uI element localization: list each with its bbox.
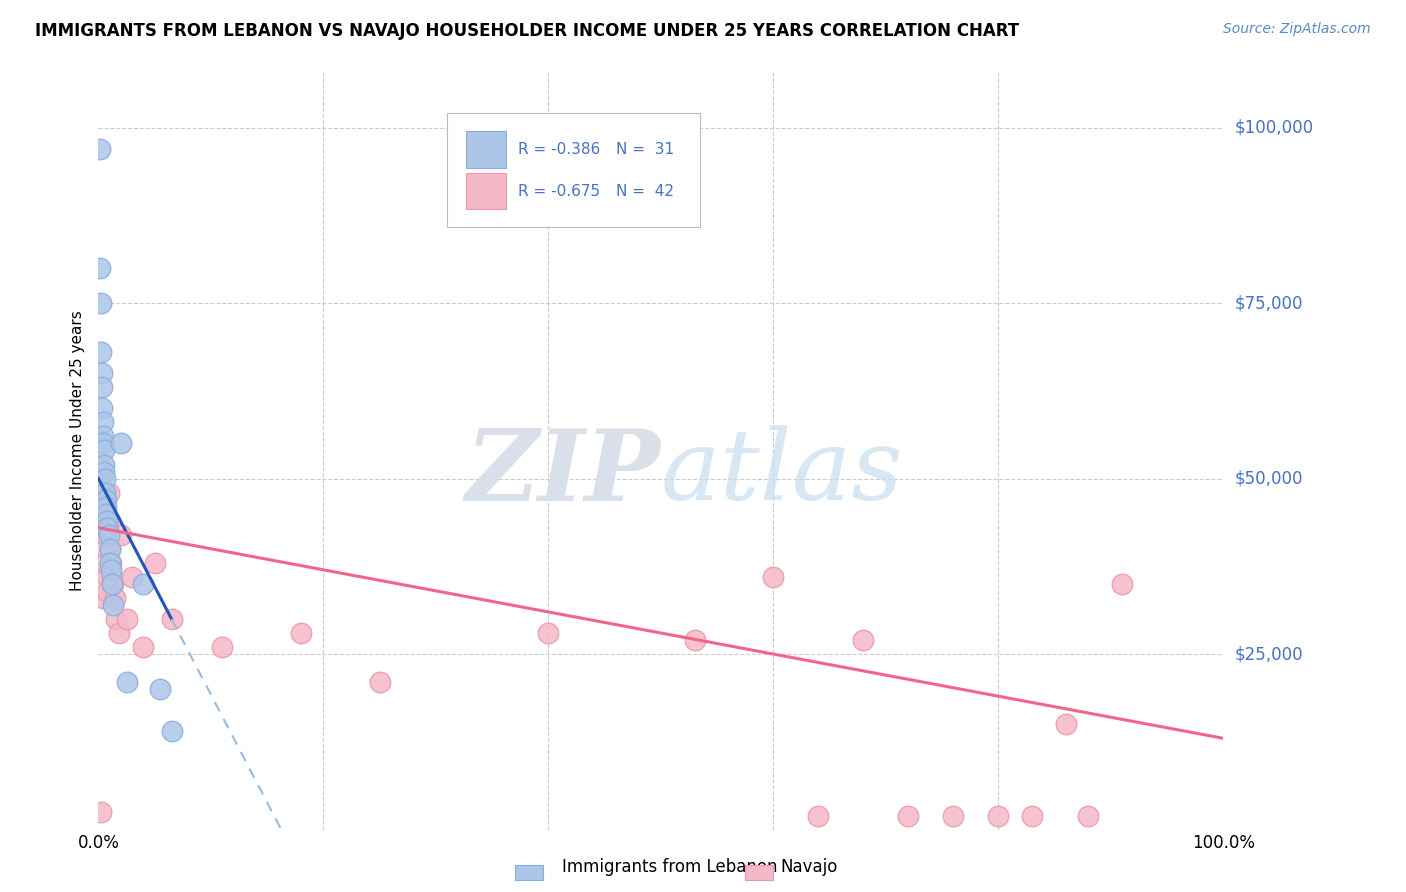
Point bbox=[149, 682, 172, 697]
Point bbox=[90, 345, 112, 359]
Point bbox=[101, 598, 124, 612]
Point bbox=[101, 577, 124, 591]
Point bbox=[100, 563, 122, 577]
Point bbox=[101, 570, 124, 584]
Point bbox=[94, 527, 117, 541]
Point bbox=[96, 556, 118, 570]
Point bbox=[807, 808, 830, 822]
Text: $100,000: $100,000 bbox=[1234, 119, 1313, 136]
Point bbox=[143, 556, 166, 570]
Point bbox=[1111, 577, 1133, 591]
Text: $50,000: $50,000 bbox=[1234, 469, 1303, 488]
Text: N =  31: N = 31 bbox=[616, 142, 673, 157]
Point bbox=[90, 366, 112, 380]
Point bbox=[98, 514, 121, 528]
Point bbox=[91, 591, 114, 605]
Point bbox=[93, 465, 115, 479]
Point bbox=[160, 724, 183, 739]
Point bbox=[90, 296, 112, 310]
Point bbox=[98, 541, 121, 556]
Point bbox=[96, 500, 118, 514]
Point bbox=[211, 640, 233, 654]
Point bbox=[1077, 808, 1099, 822]
Point bbox=[96, 507, 118, 521]
Point bbox=[987, 808, 1010, 822]
Point bbox=[93, 443, 115, 458]
Point bbox=[110, 527, 132, 541]
Text: R = -0.675: R = -0.675 bbox=[517, 184, 600, 199]
Point bbox=[105, 612, 128, 626]
Text: Immigrants from Lebanon: Immigrants from Lebanon bbox=[562, 858, 778, 876]
Point bbox=[942, 808, 965, 822]
Point bbox=[132, 577, 155, 591]
Point bbox=[96, 514, 118, 528]
Point bbox=[91, 436, 114, 450]
Point bbox=[89, 260, 111, 275]
Point bbox=[90, 380, 112, 394]
Point bbox=[160, 612, 183, 626]
Point bbox=[89, 142, 111, 156]
Point bbox=[96, 570, 118, 584]
Point bbox=[90, 401, 112, 416]
Point bbox=[93, 500, 115, 514]
Point bbox=[94, 514, 117, 528]
Text: R = -0.386: R = -0.386 bbox=[517, 142, 600, 157]
Point bbox=[107, 626, 129, 640]
Point bbox=[97, 527, 120, 541]
Point bbox=[90, 521, 112, 535]
Point bbox=[91, 416, 114, 430]
Point bbox=[115, 675, 138, 690]
Point bbox=[93, 485, 115, 500]
Point bbox=[98, 541, 121, 556]
Point bbox=[91, 429, 114, 443]
Point bbox=[104, 591, 127, 605]
Point bbox=[96, 492, 118, 507]
Point bbox=[110, 436, 132, 450]
Point bbox=[852, 633, 875, 648]
Point bbox=[115, 612, 138, 626]
Point bbox=[98, 556, 121, 570]
Point bbox=[1054, 717, 1077, 731]
Text: Navajo: Navajo bbox=[780, 858, 838, 876]
Point bbox=[1021, 808, 1043, 822]
FancyBboxPatch shape bbox=[467, 173, 506, 210]
Point bbox=[97, 485, 120, 500]
Point bbox=[132, 640, 155, 654]
Point bbox=[368, 675, 391, 690]
Text: N =  42: N = 42 bbox=[616, 184, 673, 199]
FancyBboxPatch shape bbox=[467, 131, 506, 168]
Point bbox=[121, 570, 143, 584]
Point bbox=[683, 633, 706, 648]
Point bbox=[96, 521, 118, 535]
Y-axis label: Householder Income Under 25 years: Householder Income Under 25 years bbox=[70, 310, 86, 591]
Point bbox=[101, 577, 124, 591]
Text: IMMIGRANTS FROM LEBANON VS NAVAJO HOUSEHOLDER INCOME UNDER 25 YEARS CORRELATION : IMMIGRANTS FROM LEBANON VS NAVAJO HOUSEH… bbox=[35, 22, 1019, 40]
Text: $75,000: $75,000 bbox=[1234, 294, 1303, 312]
Point bbox=[94, 471, 117, 485]
Point bbox=[93, 458, 115, 472]
Point bbox=[96, 541, 118, 556]
Point bbox=[96, 583, 118, 598]
Point bbox=[91, 563, 114, 577]
Text: atlas: atlas bbox=[661, 425, 904, 521]
Point bbox=[897, 808, 920, 822]
Point bbox=[762, 570, 785, 584]
Point bbox=[290, 626, 312, 640]
Text: ZIP: ZIP bbox=[465, 425, 661, 522]
Text: Source: ZipAtlas.com: Source: ZipAtlas.com bbox=[1223, 22, 1371, 37]
Point bbox=[94, 485, 117, 500]
FancyBboxPatch shape bbox=[447, 113, 700, 227]
Point bbox=[537, 626, 560, 640]
Point bbox=[100, 556, 122, 570]
Point bbox=[90, 805, 112, 819]
Text: $25,000: $25,000 bbox=[1234, 645, 1303, 663]
